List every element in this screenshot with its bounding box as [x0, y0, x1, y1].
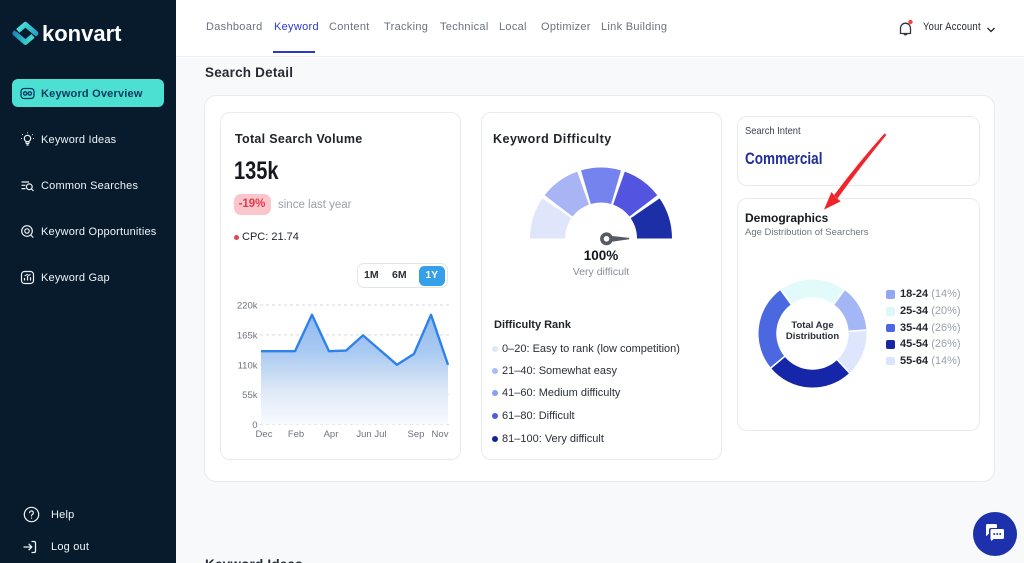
svg-text:220k: 220k — [237, 301, 258, 312]
svg-text:Nov: Nov — [432, 429, 449, 440]
svg-text:110k: 110k — [238, 360, 258, 371]
svg-text:55k: 55k — [242, 390, 258, 401]
svg-text:Jul: Jul — [374, 429, 386, 440]
svg-text:Jun: Jun — [356, 429, 371, 440]
svg-text:Dec: Dec — [256, 429, 273, 440]
svg-text:Feb: Feb — [288, 429, 304, 440]
svg-text:konvart: konvart — [42, 21, 122, 46]
svg-text:165k: 165k — [237, 330, 258, 341]
svg-text:Apr: Apr — [324, 429, 339, 440]
svg-text:0: 0 — [252, 420, 257, 431]
svg-text:Sep: Sep — [408, 429, 425, 440]
